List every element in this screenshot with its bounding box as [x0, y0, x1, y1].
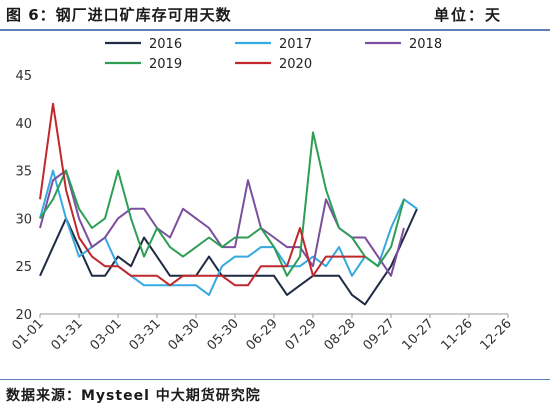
figure-title: 图 6：钢厂进口矿库存可用天数	[6, 6, 232, 24]
x-tick-label: 01-31	[49, 316, 86, 353]
header-divider	[0, 29, 550, 31]
y-tick-label: 40	[15, 117, 32, 132]
series-line-2018	[39, 169, 405, 277]
y-tick-label: 20	[15, 308, 32, 323]
x-tick-label: 05-30	[205, 316, 242, 353]
legend-label-2018: 2018	[409, 37, 442, 52]
chart-legend: 2016 2017 2018 2019 2020	[105, 37, 442, 72]
series-line-2020	[39, 102, 365, 287]
unit-label: 单位：天	[433, 6, 502, 24]
y-tick-label: 45	[15, 69, 32, 84]
source-note: 数据来源：Mysteel 中大期货研究院	[6, 388, 261, 404]
x-tick-label: 11-26	[439, 316, 476, 353]
x-tick-label: 03-31	[127, 316, 164, 353]
x-tick-label: 06-29	[244, 316, 281, 353]
legend-label-2019: 2019	[149, 57, 182, 72]
y-tick-label: 30	[15, 212, 32, 227]
series-line-2019	[39, 131, 405, 277]
x-tick-label: 03-01	[88, 316, 125, 353]
footer-divider	[0, 379, 550, 380]
chart-series	[39, 102, 418, 306]
legend-label-2016: 2016	[149, 37, 182, 52]
y-tick-label: 25	[15, 260, 32, 275]
x-tick-label: 09-27	[361, 316, 398, 353]
y-tick-label: 35	[15, 165, 32, 180]
x-tick-label: 10-27	[400, 316, 437, 353]
series-line-2016	[39, 208, 418, 306]
x-tick-label: 07-29	[283, 316, 320, 353]
legend-label-2020: 2020	[279, 57, 312, 72]
figure-header: 图 6：钢厂进口矿库存可用天数 单位：天	[0, 0, 550, 31]
x-tick-label: 08-28	[322, 316, 359, 353]
x-tick-label: 04-30	[166, 316, 203, 353]
legend-label-2017: 2017	[279, 37, 312, 52]
x-tick-label: 12-26	[478, 316, 515, 353]
